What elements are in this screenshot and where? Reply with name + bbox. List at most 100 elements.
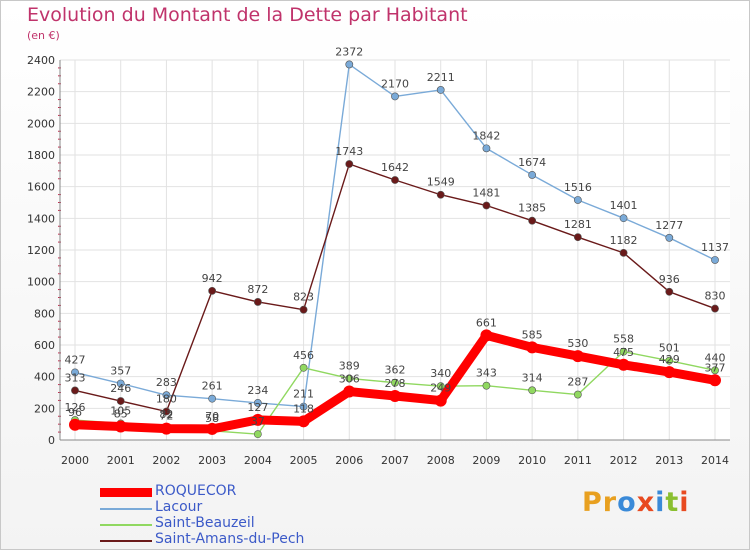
data-point bbox=[528, 386, 537, 395]
data-label: 2170 bbox=[381, 77, 409, 90]
chart-legend: ROQUECOR Lacour Saint-Beauzeil Saint-Amans-… bbox=[100, 483, 360, 549]
data-label: 313 bbox=[65, 371, 86, 384]
y-tick-label: 1600 bbox=[27, 181, 55, 194]
data-label: 234 bbox=[247, 384, 268, 397]
data-point bbox=[665, 356, 674, 365]
data-point bbox=[162, 391, 171, 400]
x-tick-label: 2012 bbox=[610, 454, 638, 467]
data-point bbox=[160, 422, 173, 435]
data-label: 283 bbox=[156, 376, 177, 389]
legend-item: Saint-Amans-du-Pech bbox=[100, 531, 360, 549]
data-label: 456 bbox=[293, 349, 314, 362]
data-point bbox=[345, 60, 354, 69]
x-tick-label: 2010 bbox=[518, 454, 546, 467]
data-label: 343 bbox=[476, 367, 497, 380]
data-point bbox=[251, 413, 264, 426]
data-point bbox=[436, 86, 445, 94]
data-point bbox=[665, 233, 674, 242]
data-label: 1549 bbox=[427, 176, 455, 189]
logo-letter: t bbox=[665, 487, 680, 518]
data-point bbox=[482, 381, 491, 390]
data-point bbox=[253, 298, 262, 306]
data-label: 429 bbox=[659, 353, 680, 366]
data-point bbox=[573, 233, 582, 242]
data-point bbox=[297, 415, 310, 428]
y-tick-label: 200 bbox=[34, 402, 55, 415]
legend-item: ROQUECOR bbox=[100, 483, 360, 501]
x-tick-label: 2006 bbox=[335, 454, 363, 467]
data-point bbox=[345, 374, 354, 383]
data-point bbox=[619, 347, 628, 356]
data-point bbox=[345, 160, 354, 168]
data-point bbox=[528, 216, 537, 225]
data-point bbox=[711, 256, 719, 264]
x-tick-label: 2004 bbox=[244, 454, 272, 467]
data-point bbox=[206, 422, 219, 435]
data-point bbox=[299, 305, 308, 314]
data-label: 585 bbox=[522, 328, 543, 341]
data-label: 1385 bbox=[518, 202, 546, 215]
data-label: 37 bbox=[251, 415, 265, 428]
logo-letter: r bbox=[602, 487, 618, 518]
x-tick-label: 2009 bbox=[472, 454, 500, 467]
x-tick-label: 2014 bbox=[701, 454, 729, 467]
x-tick-label: 2007 bbox=[381, 454, 409, 467]
data-label: 58 bbox=[205, 412, 219, 425]
x-tick-label: 2001 bbox=[107, 454, 135, 467]
data-label: 530 bbox=[567, 337, 588, 350]
legend-item: Saint-Beauzeil bbox=[100, 515, 360, 533]
data-point bbox=[709, 374, 721, 387]
data-label: 306 bbox=[339, 373, 360, 386]
legend-label: Saint-Beauzeil bbox=[155, 515, 255, 531]
x-tick-label: 2003 bbox=[198, 454, 226, 467]
data-point bbox=[69, 418, 81, 431]
data-point bbox=[71, 386, 79, 395]
data-label: 1182 bbox=[610, 234, 638, 247]
x-tick-label: 2000 bbox=[61, 454, 89, 467]
data-label: 96 bbox=[68, 406, 82, 419]
data-label: 1516 bbox=[564, 181, 592, 194]
data-point bbox=[573, 390, 582, 399]
data-label: 340 bbox=[430, 367, 451, 380]
data-point bbox=[391, 92, 399, 101]
data-point bbox=[619, 214, 628, 223]
x-tick-label: 2011 bbox=[564, 454, 592, 467]
data-label: 936 bbox=[659, 273, 680, 286]
y-tick-label: 400 bbox=[34, 371, 55, 384]
data-point bbox=[71, 368, 79, 377]
data-label: 261 bbox=[202, 380, 223, 393]
data-point bbox=[711, 304, 719, 313]
y-tick-label: 1400 bbox=[27, 212, 55, 225]
data-label: 661 bbox=[476, 316, 497, 329]
y-tick-label: 2000 bbox=[27, 117, 55, 130]
data-label: 278 bbox=[385, 377, 406, 390]
x-tick-label: 2005 bbox=[290, 454, 318, 467]
data-point bbox=[711, 366, 719, 375]
data-label: 105 bbox=[110, 404, 131, 417]
y-tick-label: 800 bbox=[34, 307, 55, 320]
data-label: 475 bbox=[613, 346, 634, 359]
y-tick-label: 2200 bbox=[27, 86, 55, 99]
legend-label: Lacour bbox=[155, 499, 203, 515]
data-point bbox=[343, 385, 356, 398]
data-point bbox=[482, 201, 491, 210]
data-point bbox=[619, 248, 628, 257]
data-label: 70 bbox=[205, 410, 219, 423]
data-label: 127 bbox=[247, 401, 268, 414]
legend-swatch bbox=[100, 540, 152, 542]
y-tick-label: 1000 bbox=[27, 276, 55, 289]
data-point bbox=[389, 389, 401, 402]
chart-title: Evolution du Montant de la Dette par Hab… bbox=[27, 4, 468, 26]
logo-letter: P bbox=[582, 487, 603, 518]
data-label: 389 bbox=[339, 359, 360, 372]
data-point bbox=[663, 366, 676, 379]
y-tick-label: 2400 bbox=[27, 54, 55, 67]
data-label: 1674 bbox=[518, 156, 546, 169]
data-label: 72 bbox=[159, 410, 173, 423]
y-tick-label: 600 bbox=[34, 339, 55, 352]
data-label: 558 bbox=[613, 333, 634, 346]
chart-subtitle: (en €) bbox=[27, 29, 60, 42]
data-label: 942 bbox=[202, 272, 223, 285]
data-point bbox=[436, 382, 445, 391]
